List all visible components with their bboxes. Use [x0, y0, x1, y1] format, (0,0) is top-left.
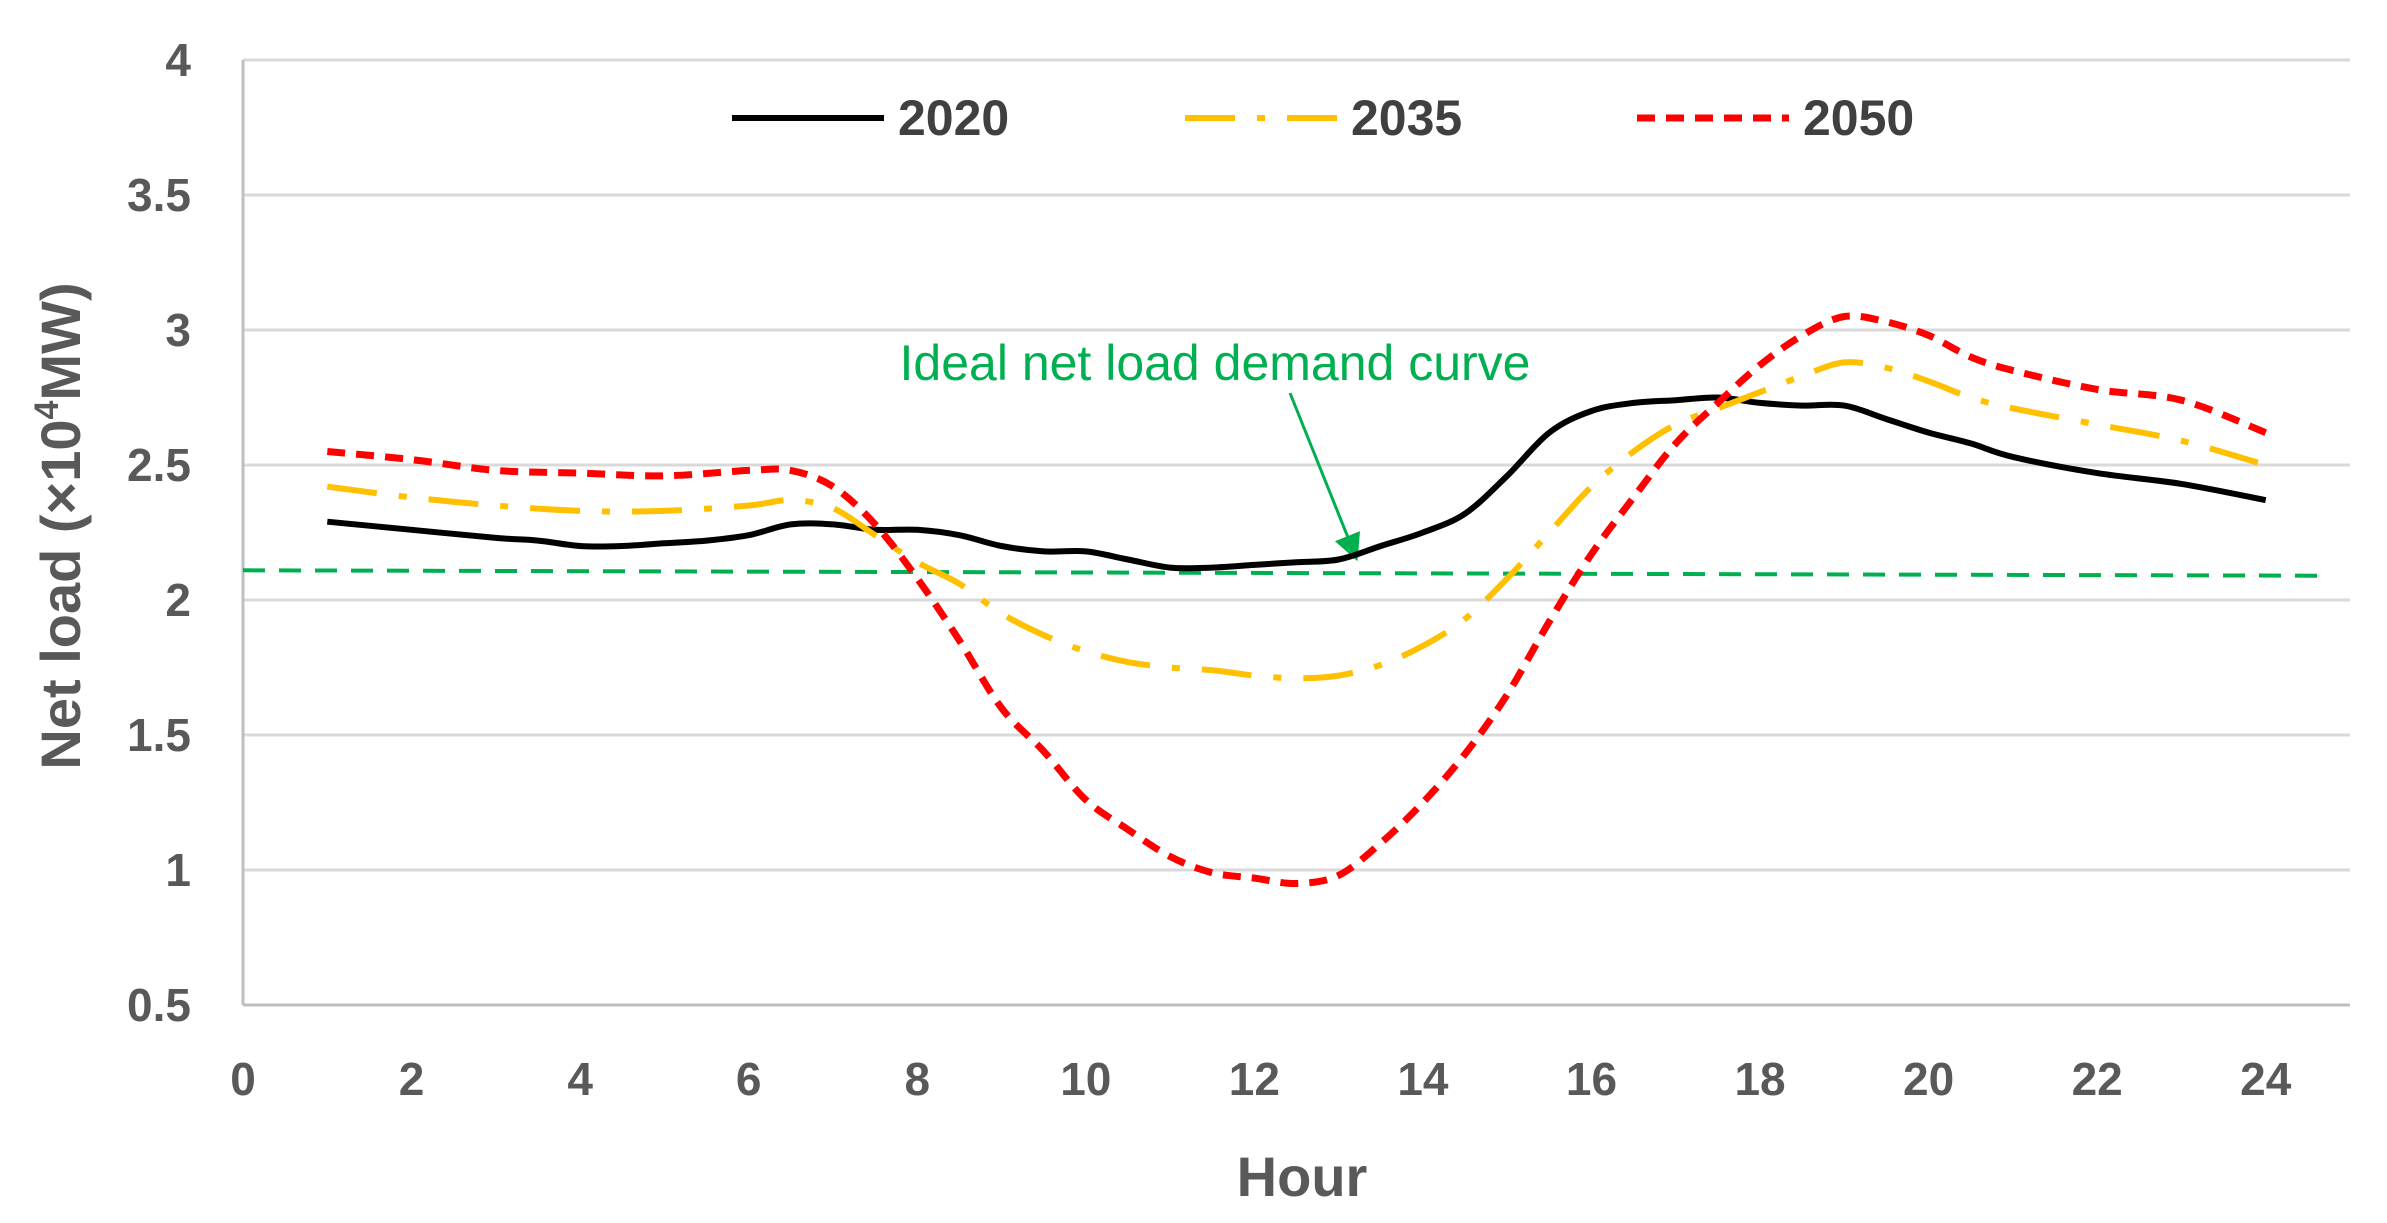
- y-tick-label-1: 1: [165, 844, 191, 896]
- x-tick-label-24: 24: [2240, 1053, 2292, 1105]
- series-line-2050: [326, 312, 2267, 888]
- legend-label-2035: 2035: [1351, 90, 1462, 146]
- x-tick-label-16: 16: [1566, 1053, 1617, 1105]
- y-tick-label-3: 3: [165, 304, 191, 356]
- ideal-net-load-reference: [242, 392, 2321, 578]
- tick-labels: 0.511.522.533.540 2 4 6 8 10 12 14 16 18 20 22 24: [127, 34, 2292, 1105]
- legend-label-2050: 2050: [1803, 90, 1914, 146]
- x-tick-label-0: 0: [230, 1053, 256, 1105]
- x-tick-label-22: 22: [2072, 1053, 2123, 1105]
- y-tick-label-2: 2: [165, 574, 191, 626]
- y-tick-label-1.5: 1.5: [127, 709, 191, 761]
- x-tick-label-10: 10: [1060, 1053, 1111, 1105]
- y-axis-title-suffix: MW): [29, 282, 92, 400]
- reference-line-arrow: [1288, 392, 1360, 562]
- y-axis-title-superscript: 4: [28, 400, 66, 419]
- x-tick-label-20: 20: [1903, 1053, 1954, 1105]
- x-tick-label-2: 2: [399, 1053, 425, 1105]
- y-tick-label-4: 4: [165, 34, 191, 86]
- series-lines: [326, 312, 2267, 888]
- x-axis-title: Hour: [1237, 1145, 1368, 1208]
- x-tick-label-6: 6: [736, 1053, 762, 1105]
- axes: [241, 60, 2350, 1007]
- y-tick-label-3.5: 3.5: [127, 169, 191, 221]
- y-axis-title-prefix: Net load (×10: [29, 419, 92, 769]
- reference-line-label: Ideal net load demand curve: [900, 335, 1531, 391]
- y-axis-title: Net load (×104MW): [28, 282, 92, 769]
- x-tick-label-4: 4: [567, 1053, 593, 1105]
- y-tick-label-0.5: 0.5: [127, 979, 191, 1031]
- x-tick-label-18: 18: [1734, 1053, 1785, 1105]
- legend: 2020 2035 2050: [732, 90, 1914, 146]
- reference-line: [242, 568, 2321, 578]
- x-tick-label-14: 14: [1397, 1053, 1449, 1105]
- y-tick-label-2.5: 2.5: [127, 439, 191, 491]
- gridlines: [243, 58, 2350, 872]
- x-tick-label-12: 12: [1229, 1053, 1280, 1105]
- legend-label-2020: 2020: [898, 90, 1009, 146]
- series-line-2020: [327, 394, 2267, 572]
- x-tick-label-8: 8: [904, 1053, 930, 1105]
- series-line-2035: [326, 359, 2267, 682]
